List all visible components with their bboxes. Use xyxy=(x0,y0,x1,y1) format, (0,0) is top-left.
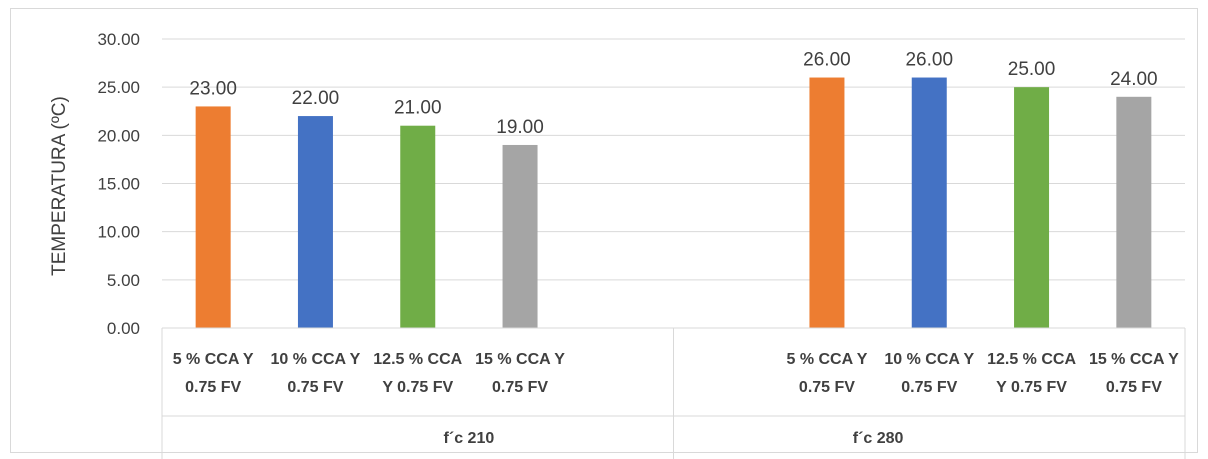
bars xyxy=(196,78,1152,328)
x-category-label: 5 % CCA Y xyxy=(786,351,867,368)
bar xyxy=(196,106,231,328)
bar xyxy=(400,126,435,328)
data-label: 26.00 xyxy=(803,50,851,71)
x-category-label: 0.75 FV xyxy=(492,379,548,396)
data-labels: 23.00 22.00 21.00 19.00 26.00 26.00 25.00 24.00 xyxy=(189,50,1157,138)
y-tick-label: 0.00 xyxy=(107,319,140,338)
x-category-label: 0.75 FV xyxy=(799,379,855,396)
x-category-label: Y 0.75 FV xyxy=(996,379,1067,396)
data-label: 22.00 xyxy=(292,88,340,109)
x-category-label: 0.75 FV xyxy=(1106,379,1162,396)
data-label: 25.00 xyxy=(1008,59,1056,80)
x-category-label: 15 % CCA Y xyxy=(475,351,565,368)
y-axis-label: TEMPERATURA (ºC) xyxy=(49,96,70,276)
data-label: 26.00 xyxy=(905,50,953,71)
x-category-label: 15 % CCA Y xyxy=(1089,351,1179,368)
x-axis: 5 % CCA Y 0.75 FV 10 % CCA Y 0.75 FV 12.5 % … xyxy=(162,328,1185,459)
x-category-label: Y 0.75 FV xyxy=(382,379,453,396)
bar xyxy=(912,78,947,328)
y-tick-label: 10.00 xyxy=(97,223,140,242)
y-tick-label: 5.00 xyxy=(107,271,140,290)
data-label: 19.00 xyxy=(496,117,544,138)
data-label: 24.00 xyxy=(1110,69,1158,90)
bar xyxy=(1116,97,1151,328)
x-category-label: 10 % CCA Y xyxy=(271,351,361,368)
bar xyxy=(298,116,333,328)
data-label: 23.00 xyxy=(189,78,237,99)
bar xyxy=(1014,87,1049,328)
x-category-label: 12.5 % CCA xyxy=(987,351,1076,368)
bar xyxy=(809,78,844,328)
y-tick-label: 25.00 xyxy=(97,78,140,97)
x-category-label: 0.75 FV xyxy=(901,379,957,396)
x-category-label: 10 % CCA Y xyxy=(884,351,974,368)
y-axis-ticks: 0.00 5.00 10.00 15.00 20.00 25.00 30.00 xyxy=(97,30,140,338)
data-label: 21.00 xyxy=(394,98,442,119)
bar xyxy=(503,145,538,328)
x-group-label: f´c 280 xyxy=(853,430,904,447)
y-tick-label: 20.00 xyxy=(97,126,140,145)
y-tick-label: 30.00 xyxy=(97,30,140,49)
x-category-label: 5 % CCA Y xyxy=(173,351,254,368)
y-tick-label: 15.00 xyxy=(97,175,140,194)
x-category-label: 0.75 FV xyxy=(287,379,343,396)
x-group-label: f´c 210 xyxy=(444,430,495,447)
x-category-label: 12.5 % CCA xyxy=(373,351,462,368)
x-category-label: 0.75 FV xyxy=(185,379,241,396)
